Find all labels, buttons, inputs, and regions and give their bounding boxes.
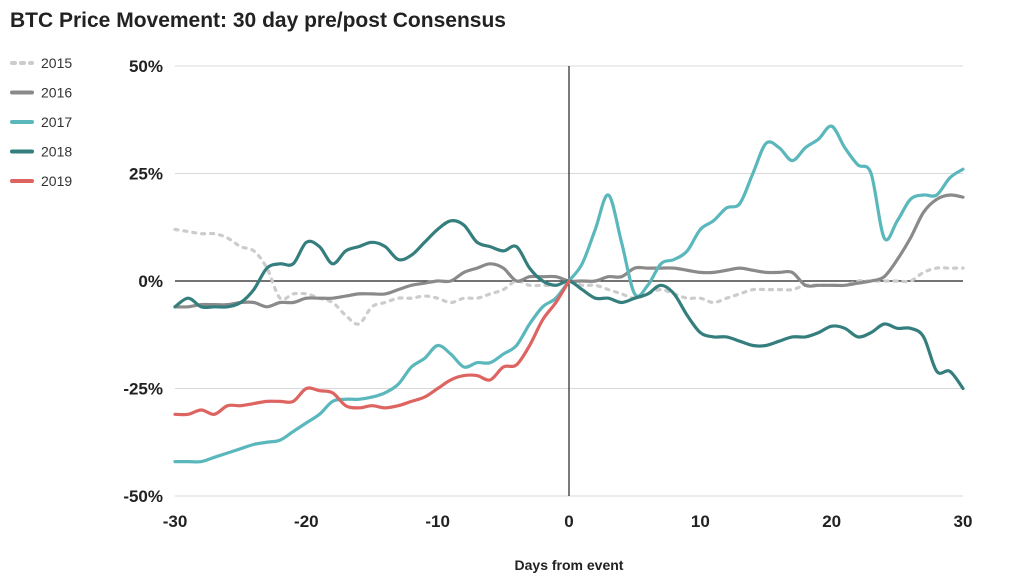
x-tick-label: 0 <box>564 512 573 531</box>
x-axis-label: Days from event <box>515 557 624 573</box>
y-tick-label: 50% <box>129 57 163 76</box>
x-tick-label: -30 <box>163 512 188 531</box>
y-tick-label: -25% <box>123 380 163 399</box>
x-tick-labels: -30 -20 -10 0 10 20 30 <box>163 512 973 531</box>
y-tick-label: 25% <box>129 165 163 184</box>
legend-label-2018: 2018 <box>41 144 72 160</box>
chart-title: BTC Price Movement: 30 day pre/post Cons… <box>10 9 506 32</box>
x-tick-label: -20 <box>294 512 319 531</box>
y-tick-labels: 50% 25% 0% -25% -50% <box>123 57 163 506</box>
legend-label-2019: 2019 <box>41 173 72 189</box>
x-tick-label: -10 <box>425 512 450 531</box>
y-tick-label: 0% <box>138 272 163 291</box>
legend-label-2015: 2015 <box>41 55 72 71</box>
x-tick-label: 20 <box>822 512 841 531</box>
legend: 2015 2016 2017 2018 2019 <box>10 55 72 189</box>
x-tick-label: 10 <box>691 512 710 531</box>
y-tick-label: -50% <box>123 487 163 506</box>
legend-label-2017: 2017 <box>41 114 72 130</box>
x-tick-label: 30 <box>954 512 973 531</box>
legend-label-2016: 2016 <box>41 85 72 101</box>
series-layer <box>173 124 965 464</box>
series-line-2019 <box>173 279 571 417</box>
